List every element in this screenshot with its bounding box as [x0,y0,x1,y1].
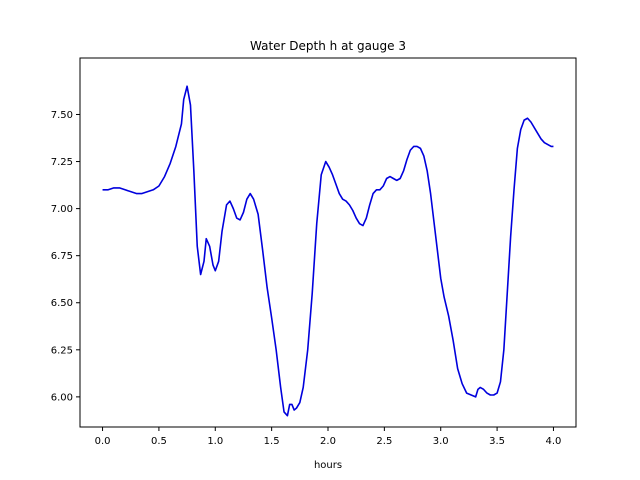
chart-title: Water Depth h at gauge 3 [250,39,406,53]
x-tick-label: 2.0 [320,436,336,447]
x-tick-label: 0.0 [95,436,111,447]
x-tick-label: 2.5 [376,436,392,447]
y-tick-label: 7.25 [51,157,73,168]
y-tick-label: 6.75 [51,251,73,262]
x-axis: 0.0 0.5 1.0 1.5 2.0 2.5 3.0 3.5 4.0 [95,427,562,447]
x-tick-label: 4.0 [546,436,562,447]
x-tick-label: 3.5 [489,436,505,447]
y-tick-label: 6.25 [51,345,73,356]
x-tick-label: 1.0 [207,436,223,447]
x-tick-label: 1.5 [264,436,280,447]
x-axis-label: hours [314,460,342,471]
y-tick-label: 6.00 [51,392,73,403]
x-tick-label: 0.5 [151,436,167,447]
series-line [102,85,554,417]
x-tick-label: 3.0 [433,436,449,447]
y-tick-label: 6.50 [51,298,73,309]
y-tick-label: 7.00 [51,204,73,215]
y-axis: 6.00 6.25 6.50 6.75 7.00 7.25 7.50 [51,110,80,403]
y-tick-label: 7.50 [51,110,73,121]
